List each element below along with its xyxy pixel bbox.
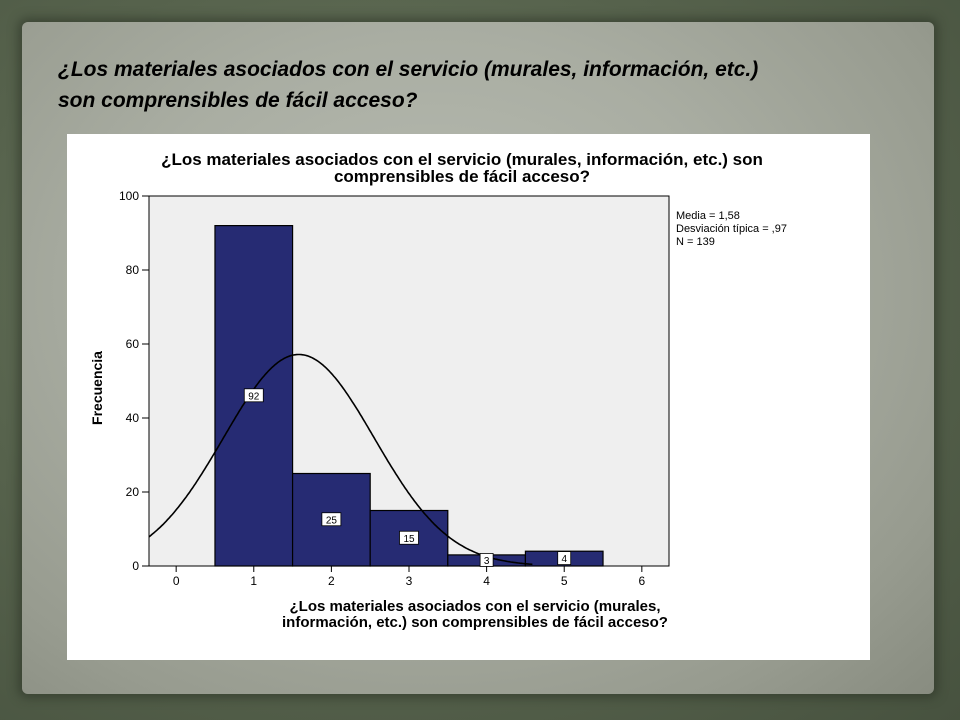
y-tick-label-80: 80: [126, 263, 140, 277]
bar-label-1: 92: [248, 391, 260, 402]
bar-3: [369, 509, 449, 567]
x-tick-label-3: 3: [406, 574, 413, 588]
stats-box: Media = 1,58 Desviación típica = ,97 N =…: [676, 210, 787, 248]
slide-title-line-1: ¿Los materiales asociados con el servici…: [58, 58, 759, 81]
x-axis-label-line-1: ¿Los materiales asociados con el servici…: [290, 598, 661, 615]
x-tick-label-2: 2: [328, 574, 335, 588]
x-tick-label-1: 1: [250, 574, 257, 588]
normal-curve: [148, 353, 533, 566]
y-tick-label-60: 60: [126, 337, 140, 351]
y-tick-label-100: 100: [119, 189, 139, 203]
y-axis-label: Frecuencia: [89, 351, 105, 425]
stat-n: N = 139: [676, 236, 715, 248]
stat-mean: Media = 1,58: [676, 210, 740, 222]
y-tick-label-0: 0: [132, 559, 139, 573]
bar-label-box-3: [399, 530, 419, 545]
bar-label-4: 3: [484, 556, 490, 567]
chart-title-line-1: ¿Los materiales asociados con el servici…: [161, 150, 763, 169]
bar-label-2: 25: [326, 515, 338, 526]
histogram-chart: ¿Los materiales asociados con el servici…: [67, 134, 870, 660]
slide-title: ¿Los materiales asociados con el servici…: [58, 54, 898, 116]
bar-label-3: 15: [403, 534, 415, 545]
x-tick-label-0: 0: [173, 574, 180, 588]
bar-label-box-1: [243, 388, 264, 403]
x-tick-label-5: 5: [561, 574, 568, 588]
bar-label-box-2: [321, 512, 342, 527]
chart-svg: ¿Los materiales asociados con el servici…: [89, 150, 787, 631]
y-tick-label-20: 20: [126, 485, 140, 499]
slide-title-line-2: son comprensibles de fácil acceso?: [58, 89, 418, 112]
x-axis-label-line-2: información, etc.) son comprensibles de …: [282, 614, 668, 631]
x-tick-label-6: 6: [638, 574, 645, 588]
bar-label-5: 4: [561, 554, 567, 565]
y-tick-label-40: 40: [126, 411, 140, 425]
stat-std-dev: Desviación típica = ,97: [676, 223, 787, 235]
x-tick-label-4: 4: [483, 574, 490, 588]
chart-title-line-2: comprensibles de fácil acceso?: [334, 167, 590, 186]
bar-label-box-5: [557, 551, 572, 566]
